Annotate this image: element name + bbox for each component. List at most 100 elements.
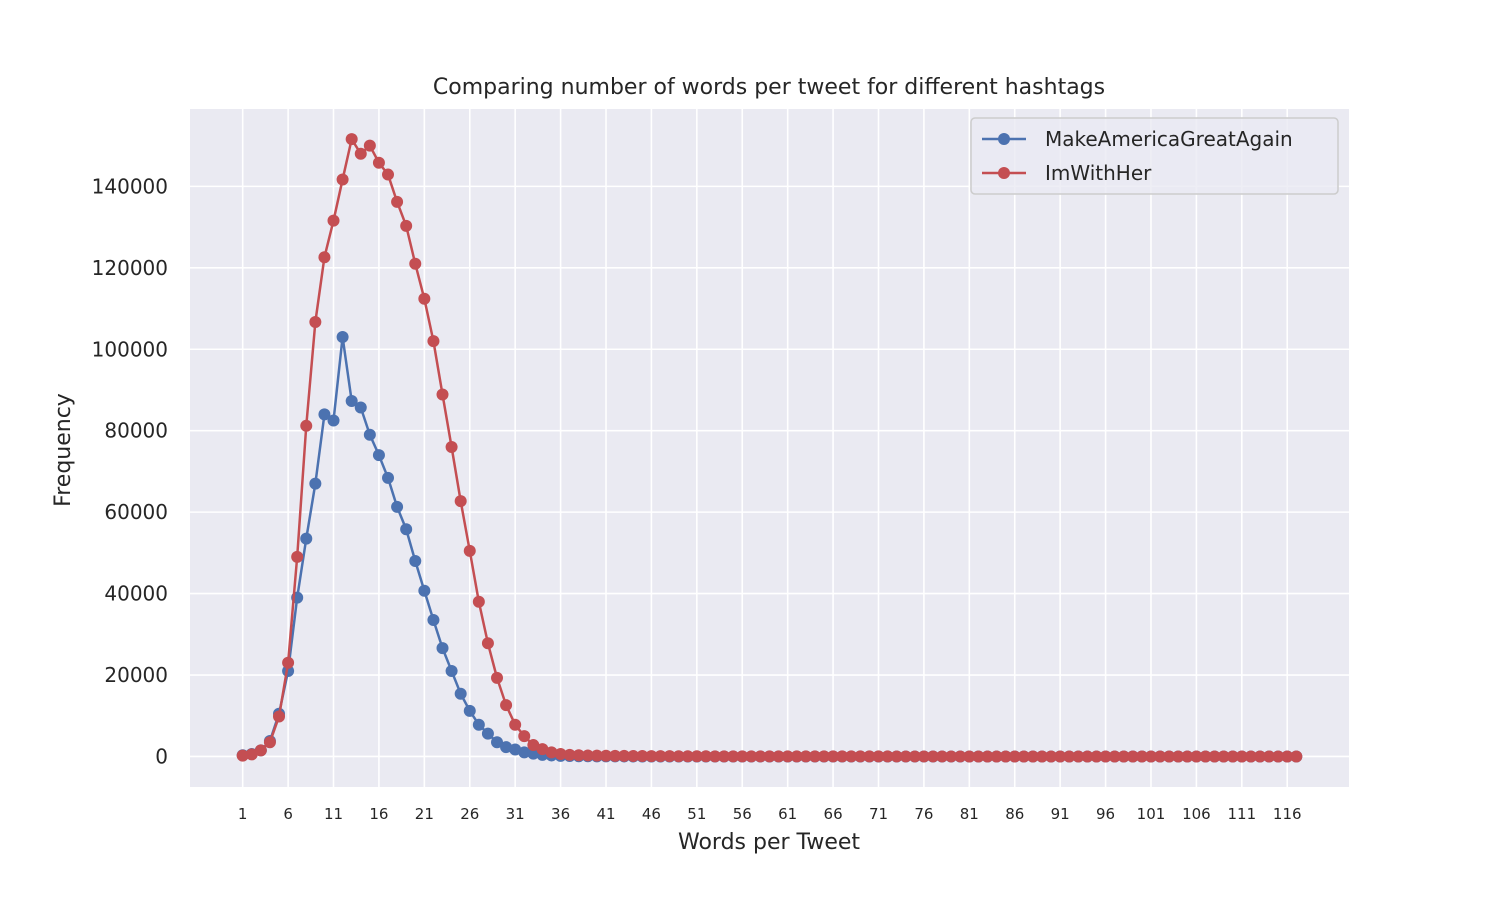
data-point [1117,750,1130,763]
data-point [454,495,467,508]
data-point [527,747,540,760]
x-tick-label: 91 [1051,805,1070,823]
data-point [908,750,921,763]
data-point [1235,750,1248,763]
x-tick-label: 66 [824,805,843,823]
x-tick-label: 86 [1005,805,1024,823]
x-tick-label: 11 [324,805,343,823]
data-point [254,744,267,757]
data-point [863,750,876,763]
data-point [427,335,440,348]
data-point [754,750,767,763]
data-point [799,750,812,763]
data-point [536,743,549,756]
legend-entry-makeamericagreatagain: MakeAmericaGreatAgain [982,127,1293,151]
data-point [318,408,331,421]
data-point [1063,750,1076,763]
plot-area [190,109,1349,787]
x-tick-label: 21 [415,805,434,823]
x-tick-label: 56 [733,805,752,823]
data-point [1199,750,1212,763]
data-point [345,133,358,146]
data-point [273,710,286,723]
x-tick-label: 6 [283,805,293,823]
data-point [282,656,295,669]
data-point [745,750,758,763]
x-tick-label: 76 [914,805,933,823]
data-point [354,401,367,414]
data-point [1135,750,1148,763]
data-point [382,471,395,484]
data-point [400,219,413,232]
data-point [890,750,903,763]
data-point [808,750,821,763]
data-point [418,292,431,305]
data-point [845,750,858,763]
y-axis-ticks: 0 20000 40000 60000 80000 100000 120000 140000 [92,174,168,768]
data-point [936,750,949,763]
x-tick-label: 96 [1096,805,1115,823]
data-point [636,750,649,763]
data-point [1208,750,1221,763]
data-point [790,750,803,763]
data-point [1154,750,1167,763]
data-point [836,750,849,763]
data-point [1045,750,1058,763]
data-point [500,699,513,712]
data-point [563,748,576,761]
data-point [391,195,404,208]
data-point [300,532,313,545]
data-point [1226,750,1239,763]
data-point [372,449,385,462]
data-point [645,750,658,763]
data-point [854,750,867,763]
data-point [1054,750,1067,763]
data-point [872,750,885,763]
x-tick-label: 31 [506,805,525,823]
data-point [336,173,349,186]
data-point [509,743,522,756]
x-tick-label: 41 [596,805,615,823]
data-point [481,637,494,650]
legend-box [970,117,1339,195]
data-point [781,750,794,763]
x-tick-label: 106 [1182,805,1211,823]
y-tick-label: 0 [155,744,168,768]
data-point [245,748,258,761]
data-point [545,746,558,759]
data-point [1081,750,1094,763]
legend-swatch-marker [998,167,1010,179]
data-point [327,414,340,427]
x-tick-label: 61 [778,805,797,823]
data-point [963,750,976,763]
data-point [672,750,685,763]
data-point [699,750,712,763]
data-point [1181,750,1194,763]
x-axis-label: Words per Tweet [678,830,860,855]
data-point [418,584,431,597]
data-point [590,749,603,762]
data-point [518,730,531,743]
data-point [627,750,640,763]
y-axis-label: Frequency [51,393,76,507]
data-point [527,739,540,752]
data-point [391,500,404,513]
data-point [345,394,358,407]
data-point [409,257,422,270]
x-tick-label: 1 [238,805,248,823]
data-point [427,614,440,627]
data-point [554,748,567,761]
data-point [445,440,458,453]
x-tick-label: 36 [551,805,570,823]
data-point [945,750,958,763]
data-point [609,749,622,762]
data-point [500,741,513,754]
legend-label: ImWithHer [1045,161,1152,185]
data-point [1217,750,1230,763]
data-point [463,544,476,557]
x-tick-label: 26 [460,805,479,823]
legend-entry-imwithher: ImWithHer [982,161,1152,185]
data-point [690,750,703,763]
